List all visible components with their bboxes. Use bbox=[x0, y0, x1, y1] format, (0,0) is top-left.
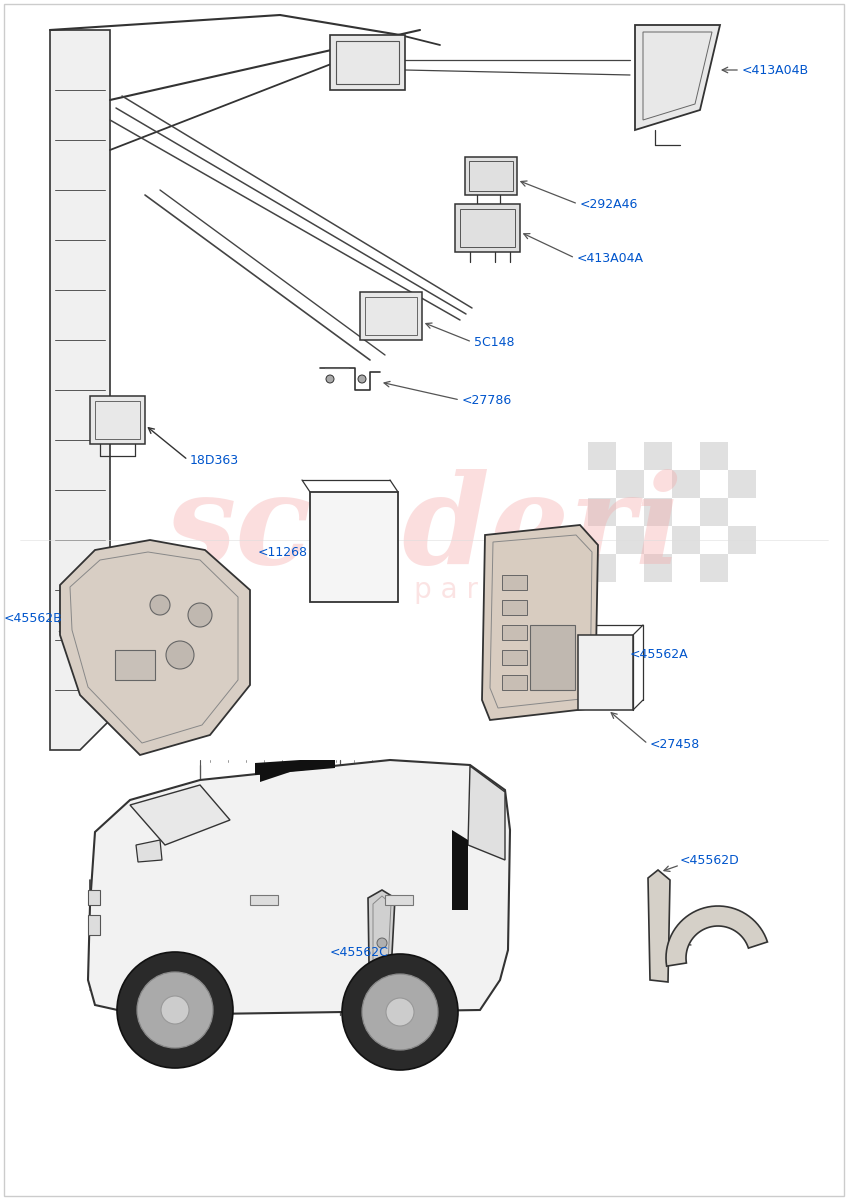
Circle shape bbox=[342, 954, 458, 1070]
Text: <11268: <11268 bbox=[258, 546, 308, 558]
Text: <45562C: <45562C bbox=[330, 946, 389, 959]
Bar bbox=[728, 498, 756, 526]
Bar bbox=[644, 554, 672, 582]
Bar bbox=[578, 635, 633, 710]
Circle shape bbox=[137, 972, 213, 1048]
Bar bbox=[588, 498, 616, 526]
Text: c a r   p a r t s: c a r p a r t s bbox=[326, 576, 522, 604]
Bar bbox=[728, 442, 756, 470]
Circle shape bbox=[377, 938, 387, 948]
Circle shape bbox=[377, 998, 387, 1008]
Text: <292A46: <292A46 bbox=[580, 198, 639, 210]
Bar bbox=[530, 625, 575, 690]
Bar bbox=[310, 492, 398, 602]
Bar bbox=[672, 498, 700, 526]
Bar bbox=[502, 600, 527, 614]
Bar bbox=[588, 526, 616, 554]
Bar bbox=[616, 470, 644, 498]
Circle shape bbox=[188, 602, 212, 626]
Bar bbox=[644, 442, 672, 470]
Text: <45562B: <45562B bbox=[4, 612, 63, 624]
Bar bbox=[616, 526, 644, 554]
Bar bbox=[115, 650, 155, 680]
Bar bbox=[588, 442, 616, 470]
Polygon shape bbox=[260, 766, 290, 782]
Bar bbox=[700, 526, 728, 554]
Bar bbox=[644, 470, 672, 498]
Text: <27458: <27458 bbox=[650, 738, 700, 750]
Polygon shape bbox=[130, 785, 230, 845]
Bar bbox=[465, 157, 517, 194]
Polygon shape bbox=[452, 830, 468, 910]
Bar bbox=[360, 292, 422, 340]
Text: <45562A: <45562A bbox=[630, 648, 689, 661]
Text: scuderi: scuderi bbox=[165, 469, 683, 590]
Bar bbox=[700, 498, 728, 526]
Circle shape bbox=[362, 974, 438, 1050]
Bar bbox=[644, 526, 672, 554]
Polygon shape bbox=[468, 766, 505, 860]
Polygon shape bbox=[255, 760, 335, 775]
Bar bbox=[700, 442, 728, 470]
Bar bbox=[502, 650, 527, 665]
Bar bbox=[385, 895, 413, 905]
Text: <27786: <27786 bbox=[462, 394, 512, 407]
Polygon shape bbox=[136, 840, 162, 862]
Text: 5C148: 5C148 bbox=[474, 336, 515, 348]
Circle shape bbox=[166, 641, 194, 670]
Bar bbox=[95, 401, 140, 439]
Bar bbox=[616, 554, 644, 582]
Bar bbox=[672, 554, 700, 582]
Bar bbox=[700, 470, 728, 498]
Bar bbox=[616, 442, 644, 470]
Bar bbox=[728, 526, 756, 554]
Text: <413A04A: <413A04A bbox=[577, 252, 644, 264]
Text: <45562D: <45562D bbox=[680, 853, 739, 866]
Bar bbox=[90, 396, 145, 444]
Circle shape bbox=[326, 374, 334, 383]
Bar bbox=[330, 35, 405, 90]
Polygon shape bbox=[482, 526, 598, 720]
Bar bbox=[250, 895, 278, 905]
Bar bbox=[502, 674, 527, 690]
Circle shape bbox=[386, 998, 414, 1026]
Bar bbox=[728, 470, 756, 498]
Bar bbox=[336, 41, 399, 84]
Bar bbox=[460, 209, 515, 247]
Bar bbox=[588, 554, 616, 582]
Polygon shape bbox=[50, 30, 110, 750]
Bar bbox=[700, 554, 728, 582]
Bar bbox=[672, 442, 700, 470]
Polygon shape bbox=[60, 540, 250, 755]
Bar bbox=[469, 161, 513, 191]
Text: 18D363: 18D363 bbox=[190, 454, 239, 467]
Text: <413A04B: <413A04B bbox=[742, 64, 809, 77]
Bar bbox=[88, 914, 100, 935]
Bar bbox=[588, 470, 616, 498]
Bar bbox=[672, 526, 700, 554]
Polygon shape bbox=[368, 890, 395, 1028]
Bar bbox=[365, 296, 417, 335]
Bar bbox=[502, 625, 527, 640]
Polygon shape bbox=[635, 25, 720, 130]
Polygon shape bbox=[88, 760, 510, 1015]
Circle shape bbox=[161, 996, 189, 1024]
Bar bbox=[616, 498, 644, 526]
Circle shape bbox=[358, 374, 366, 383]
Polygon shape bbox=[666, 906, 767, 966]
Circle shape bbox=[150, 595, 170, 614]
Polygon shape bbox=[648, 870, 670, 982]
Bar bbox=[502, 575, 527, 590]
Bar bbox=[672, 470, 700, 498]
Bar bbox=[644, 498, 672, 526]
Circle shape bbox=[377, 968, 387, 978]
Bar bbox=[88, 890, 100, 905]
Bar bbox=[455, 204, 520, 252]
Bar bbox=[728, 554, 756, 582]
Circle shape bbox=[117, 952, 233, 1068]
